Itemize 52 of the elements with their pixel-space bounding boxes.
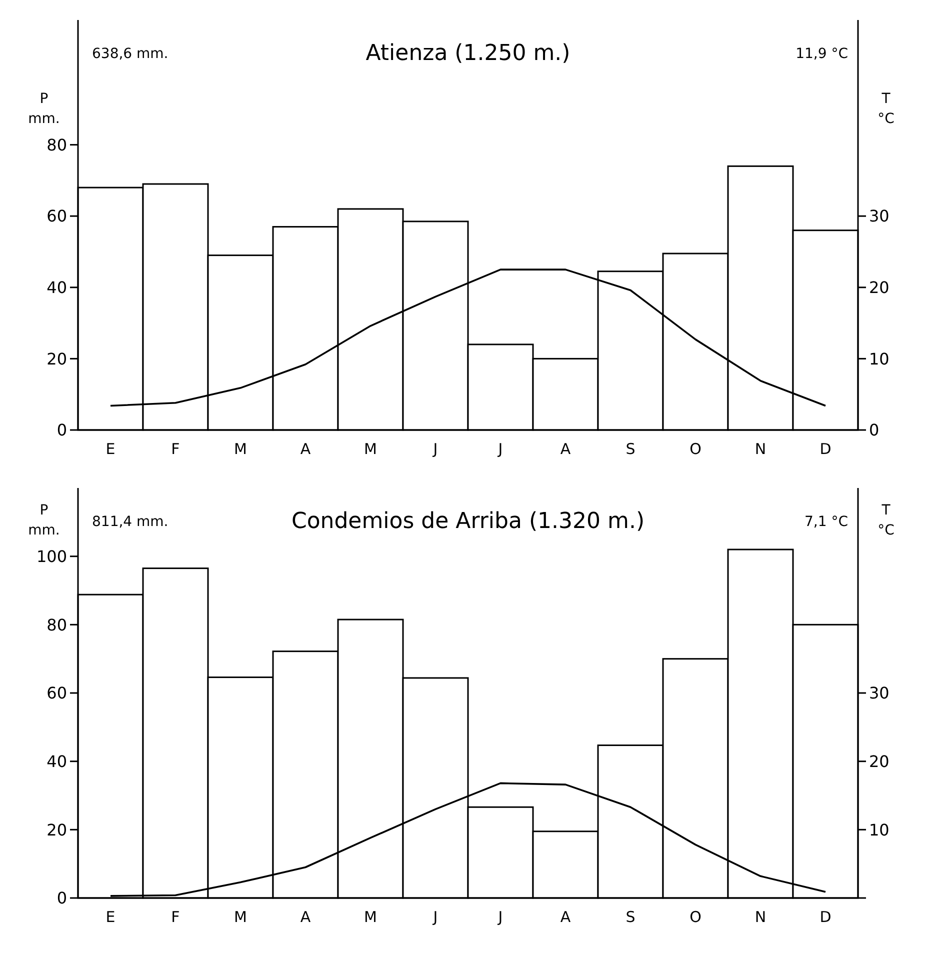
x-tick-label: N	[754, 908, 766, 926]
x-tick-label: M	[364, 908, 377, 926]
x-tick-label: M	[364, 440, 377, 458]
y-tick-label: 0	[56, 888, 67, 908]
y2-tick-label: 10	[869, 349, 890, 368]
y2-tick-label: 30	[869, 684, 890, 703]
x-tick-label: A	[560, 908, 572, 926]
annotation: 811,4 mm.	[92, 514, 168, 530]
text: Condemios de Arriba (1.320 m.)	[291, 509, 645, 534]
y-axis-title: P mm.	[28, 502, 60, 538]
y-tick-label: 20	[46, 349, 67, 368]
y2-tick-label: 20	[869, 752, 890, 771]
x-tick-label: O	[690, 440, 702, 458]
x-tick-label: S	[626, 440, 636, 458]
y-tick-label: 40	[46, 278, 67, 297]
text: Atienza (1.250 m.)	[366, 41, 570, 66]
x-tick-label: M	[234, 908, 247, 926]
x-tick-label: A	[300, 908, 312, 926]
y-tick-label: 60	[46, 206, 67, 226]
x-tick-label: D	[820, 440, 832, 458]
y-tick-label: 100	[36, 546, 67, 566]
x-tick-label: N	[754, 440, 766, 458]
x-tick-label: J	[497, 440, 503, 458]
x-tick-label: F	[171, 908, 180, 926]
annotation: 11,9 °C	[796, 46, 848, 62]
x-tick-label: S	[626, 908, 636, 926]
y-tick-label: 20	[46, 820, 67, 840]
x-tick-label: F	[171, 440, 180, 458]
x-tick-label: J	[432, 440, 438, 458]
x-tick-label: D	[820, 908, 832, 926]
y2-tick-label: 10	[869, 820, 890, 840]
x-tick-label: E	[106, 440, 116, 458]
x-tick-label: J	[432, 908, 438, 926]
y-tick-label: 80	[46, 615, 67, 634]
y2-tick-label: 20	[869, 278, 890, 297]
x-tick-label: E	[106, 908, 116, 926]
y2-axis-title: T °C	[878, 90, 895, 127]
y2-axis-title: T °C	[878, 502, 895, 538]
x-tick-label: J	[497, 908, 503, 926]
y-tick-label: 80	[46, 135, 67, 154]
y2-tick-label: 30	[869, 206, 890, 226]
y2-tick-label: 0	[869, 420, 880, 440]
y-tick-label: 60	[46, 684, 67, 703]
x-tick-label: M	[234, 440, 247, 458]
annotation: 638,6 mm.	[92, 46, 168, 62]
y-axis-title: P mm.	[28, 90, 60, 127]
y-tick-label: 40	[46, 752, 67, 771]
annotation: 7,1 °C	[804, 514, 848, 530]
x-tick-label: O	[690, 908, 702, 926]
y-tick-label: 0	[56, 420, 67, 440]
x-tick-label: A	[560, 440, 572, 458]
x-tick-label: A	[300, 440, 312, 458]
